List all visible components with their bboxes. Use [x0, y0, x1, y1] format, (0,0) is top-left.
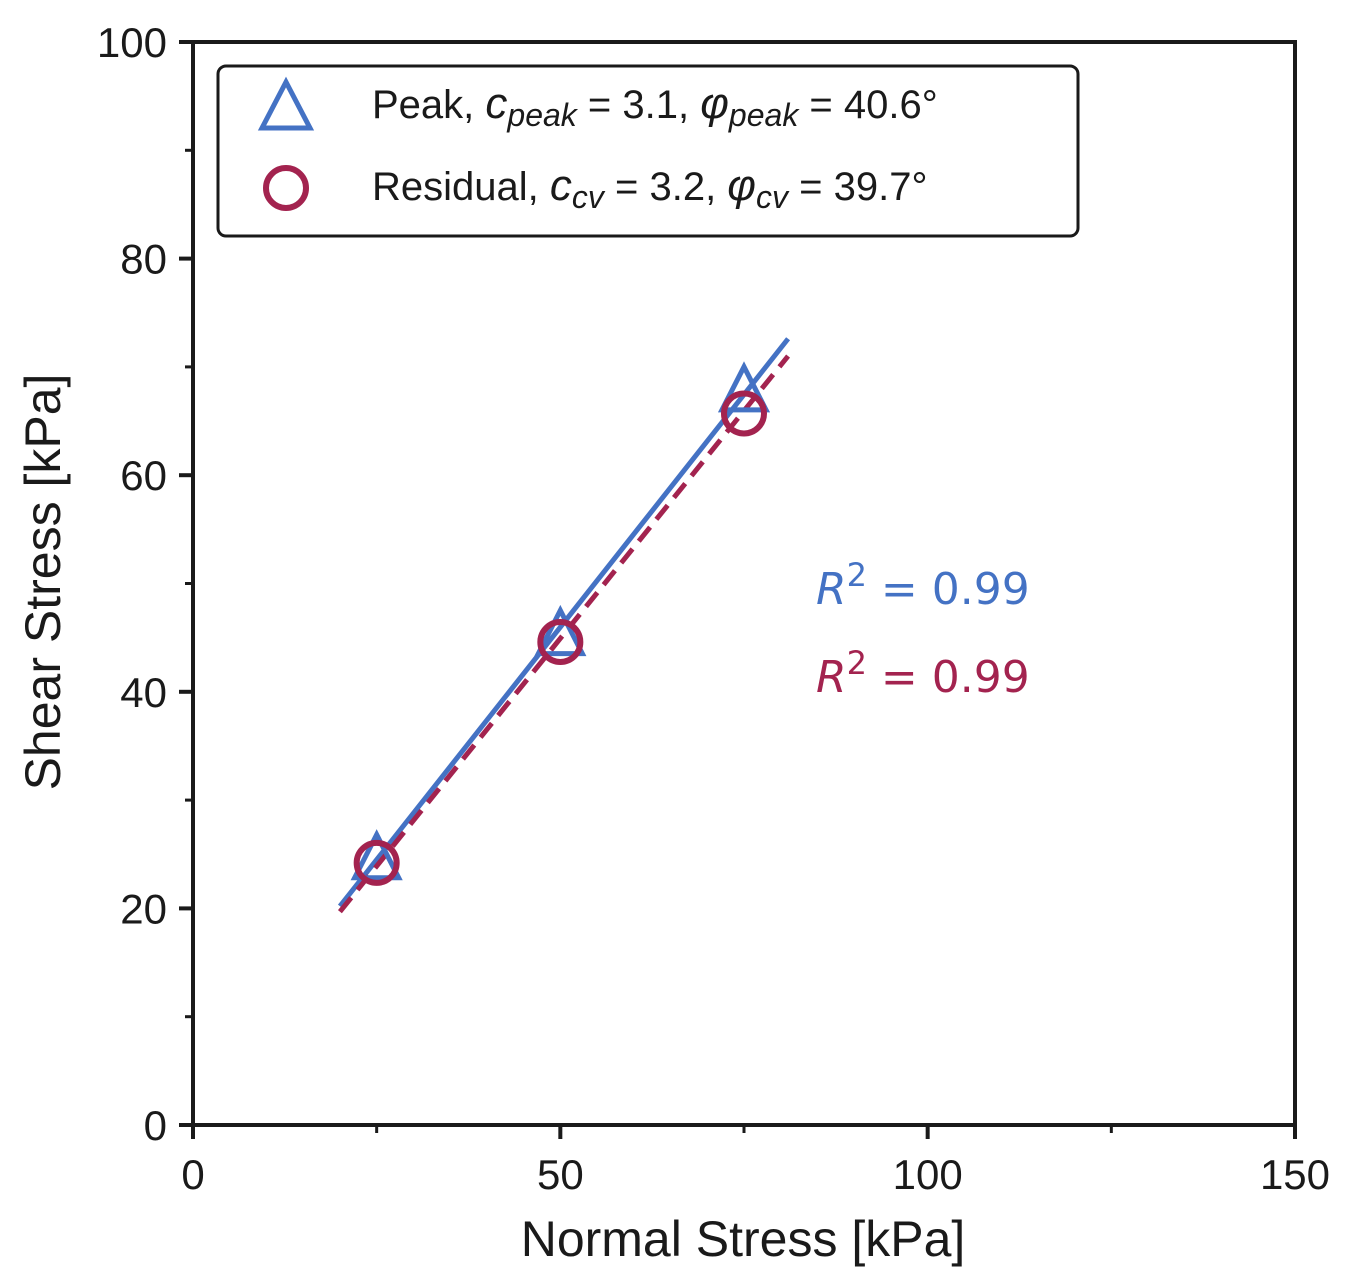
y-tick-label: 80: [120, 236, 167, 283]
y-tick-label: 40: [120, 669, 167, 716]
x-tick-label: 150: [1260, 1151, 1330, 1198]
axis-ticks: [179, 40, 1297, 1139]
r2-residual-superscript: 2: [847, 644, 867, 682]
legend-residual-phi-symbol: φ: [727, 161, 756, 210]
residual-point: [537, 618, 584, 665]
r2-residual-value: = 0.99: [867, 652, 1030, 703]
legend-residual-c-value: = 3.2,: [604, 165, 727, 209]
r2-peak-superscript: 2: [847, 556, 867, 594]
legend-residual-entry: Residual, ccv = 3.2, φcv = 39.7°: [372, 161, 927, 215]
legend-residual-phi-subscript: cv: [756, 179, 790, 215]
r2-peak-symbol: R: [816, 564, 847, 615]
legend-peak-c-subscript: peak: [506, 97, 578, 133]
peak-point: [350, 829, 403, 881]
y-axis-label: Shear Stress [kPa]: [15, 374, 71, 791]
x-axis-label: Normal Stress [kPa]: [521, 1211, 966, 1267]
residual-point: [721, 390, 767, 437]
r2-annotation-peak: R2 = 0.99: [816, 556, 1030, 615]
peak-point: [534, 604, 587, 657]
legend-residual-prefix: Residual,: [372, 165, 550, 209]
tick-labels: 0 50 100 150 0 20 40 60 80 100: [97, 19, 1330, 1198]
legend-peak-c-value: = 3.1,: [577, 83, 700, 127]
y-tick-label: 20: [120, 885, 167, 932]
legend-frame: [216, 64, 1080, 238]
y-tick-label: 60: [120, 452, 167, 499]
y-tick-label: 100: [97, 19, 167, 66]
x-tick-label: 100: [893, 1151, 963, 1198]
legend-residual-marker: [263, 165, 309, 211]
legend-peak-c-symbol: c: [485, 79, 507, 128]
legend-peak-phi-subscript: peak: [728, 97, 800, 133]
legend: Peak, cpeak = 3.1, φpeak = 40.6° Residua…: [216, 64, 1080, 238]
legend-peak-phi-value: = 40.6°: [798, 83, 937, 127]
data-markers: [350, 361, 771, 886]
r2-peak-value: = 0.99: [867, 564, 1030, 615]
residual-fit-line: [337, 354, 791, 914]
r2-residual-symbol: R: [816, 652, 847, 703]
legend-peak-marker: [257, 76, 315, 131]
legend-residual-phi-value: = 39.7°: [788, 165, 927, 209]
x-tick-label: 50: [537, 1151, 584, 1198]
legend-peak-phi-symbol: φ: [700, 79, 729, 128]
y-tick-label: 0: [144, 1102, 167, 1149]
peak-point: [717, 361, 771, 413]
r2-annotation-residual: R2 = 0.99: [816, 644, 1030, 703]
legend-residual-c-symbol: c: [550, 161, 572, 210]
legend-residual-c-subscript: cv: [572, 179, 606, 215]
x-tick-label: 0: [181, 1151, 204, 1198]
legend-peak-entry: Peak, cpeak = 3.1, φpeak = 40.6°: [372, 79, 938, 133]
residual-point: [353, 839, 400, 886]
legend-peak-prefix: Peak,: [372, 83, 485, 127]
